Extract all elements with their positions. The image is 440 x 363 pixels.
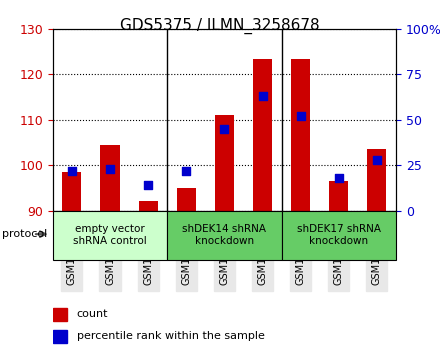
Text: protocol: protocol	[2, 229, 48, 239]
Text: percentile rank within the sample: percentile rank within the sample	[77, 331, 265, 341]
Point	[106, 166, 114, 172]
Point	[374, 157, 381, 163]
Bar	[329, 181, 348, 211]
Point	[183, 168, 190, 174]
Text: count: count	[77, 309, 108, 319]
Bar	[367, 149, 386, 211]
FancyBboxPatch shape	[282, 211, 396, 260]
FancyBboxPatch shape	[167, 211, 282, 260]
Bar	[291, 58, 310, 211]
Bar	[62, 172, 81, 211]
Bar	[253, 58, 272, 211]
Point	[68, 168, 75, 174]
Point	[145, 182, 152, 188]
FancyBboxPatch shape	[53, 211, 167, 260]
Point	[221, 126, 228, 132]
Point	[335, 175, 342, 181]
Text: shDEK14 shRNA
knockdown: shDEK14 shRNA knockdown	[183, 224, 266, 246]
Point	[259, 93, 266, 99]
Bar	[215, 115, 234, 211]
Text: shDEK17 shRNA
knockdown: shDEK17 shRNA knockdown	[297, 224, 381, 246]
Bar	[177, 188, 196, 211]
Text: GDS5375 / ILMN_3258678: GDS5375 / ILMN_3258678	[120, 18, 320, 34]
Bar	[100, 145, 120, 211]
Text: empty vector
shRNA control: empty vector shRNA control	[73, 224, 147, 246]
Bar	[53, 308, 66, 321]
Bar	[139, 201, 158, 211]
Point	[297, 113, 304, 119]
Bar	[53, 330, 66, 343]
